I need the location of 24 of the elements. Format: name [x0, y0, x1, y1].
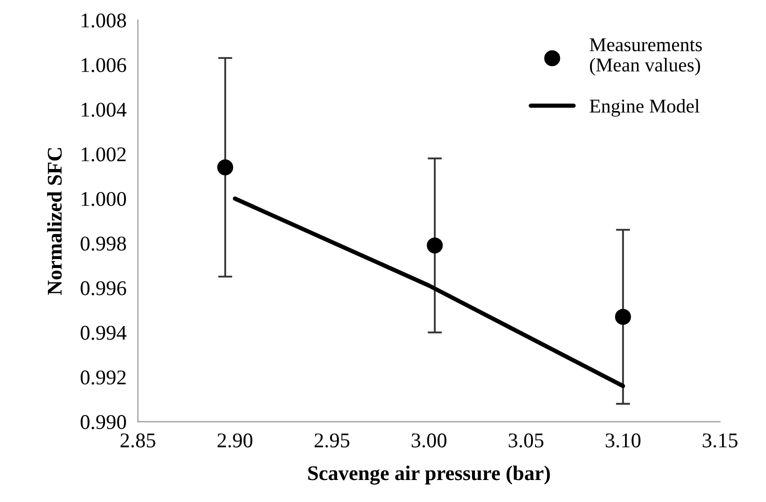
y-tick-label: 0.996 [80, 281, 126, 296]
x-axis-title: Scavenge air pressure (bar) [308, 466, 550, 485]
y-tick-label: 0.992 [80, 370, 126, 385]
y-tick-label: 0.998 [80, 236, 126, 251]
x-tick-label: 3.15 [702, 433, 738, 448]
y-tick-label: 1.008 [82, 13, 126, 28]
x-tick-label: 3.00 [412, 433, 446, 448]
legend-label: Measurements (Mean values) [590, 38, 702, 76]
x-tick-label: 3.10 [606, 433, 640, 448]
point [217, 159, 234, 176]
y-axis-title: Normalized SFC [47, 148, 62, 295]
point [615, 308, 631, 325]
y-tick-label: 1.004 [82, 102, 126, 117]
y-tick-label: 1.006 [82, 58, 126, 72]
y-tick-label: 1.002 [82, 147, 126, 162]
point [426, 237, 443, 254]
x-tick-label: 3.05 [508, 433, 544, 448]
x-tick-label: 2.95 [314, 433, 350, 448]
legend-label: Engine Model [590, 99, 700, 117]
y-tick-label: 1.000 [82, 192, 126, 206]
y-tick-label: 0.994 [80, 326, 126, 340]
x-tick-label: 2.90 [218, 433, 252, 448]
y-tick-label: 0.990 [80, 415, 126, 430]
x-tick-label: 2.85 [120, 433, 156, 448]
